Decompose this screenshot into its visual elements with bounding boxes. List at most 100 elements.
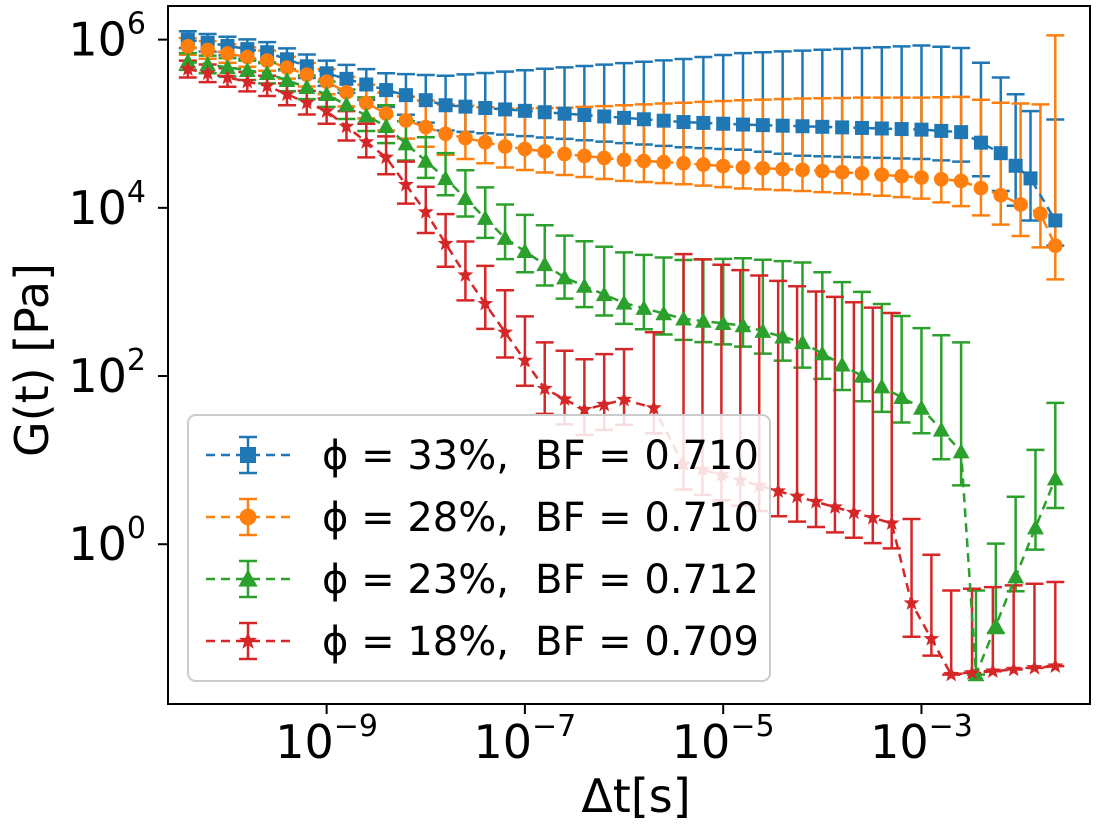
data-point-1-16 bbox=[497, 139, 513, 154]
data-point-3-39 bbox=[964, 664, 980, 680]
data-point-2-31 bbox=[794, 333, 811, 350]
y-tick-base: 10 bbox=[68, 181, 127, 235]
data-point-0-41 bbox=[993, 146, 1008, 161]
data-point-1-34 bbox=[854, 166, 870, 181]
data-point-0-29 bbox=[755, 118, 770, 133]
legend-marker bbox=[238, 631, 258, 649]
data-point-2-1 bbox=[199, 56, 217, 72]
y-tick-exponent: 2 bbox=[127, 343, 146, 378]
data-point-2-7 bbox=[318, 85, 336, 102]
data-point-0-17 bbox=[517, 103, 532, 118]
errorbar-1-40 bbox=[971, 98, 990, 217]
data-point-3-34 bbox=[864, 509, 881, 525]
data-point-2-36 bbox=[893, 388, 911, 405]
data-point-3-3 bbox=[239, 73, 256, 89]
x-tick-label: 10−5 bbox=[672, 709, 775, 769]
data-point-1-25 bbox=[676, 155, 691, 171]
data-point-0-42 bbox=[1008, 158, 1023, 173]
errorbar-2-18 bbox=[535, 223, 554, 287]
data-point-1-41 bbox=[993, 187, 1009, 203]
y-tick-label: 106 bbox=[68, 7, 146, 67]
data-point-3-5 bbox=[279, 85, 295, 102]
data-point-1-6 bbox=[299, 67, 315, 83]
data-point-1-23 bbox=[636, 153, 652, 169]
data-point-1-13 bbox=[438, 126, 453, 142]
legend-entry-1: ϕ = 28%, BF = 0.710 bbox=[206, 495, 759, 541]
data-point-0-39 bbox=[954, 125, 969, 140]
errorbar-3-17 bbox=[515, 315, 534, 387]
errorbar-2-24 bbox=[654, 256, 673, 336]
x-tick-exponent: −3 bbox=[929, 709, 973, 744]
data-point-2-40 bbox=[967, 666, 985, 682]
data-point-2-23 bbox=[635, 299, 653, 315]
data-point-2-0 bbox=[179, 53, 197, 69]
y-tick-label: 102 bbox=[68, 343, 146, 403]
y-tick-base: 10 bbox=[68, 13, 127, 67]
errorbar-2-30 bbox=[773, 259, 792, 362]
data-point-1-1 bbox=[200, 42, 216, 58]
errorbar-2-38 bbox=[932, 333, 951, 461]
data-point-2-6 bbox=[298, 78, 316, 95]
data-point-0-37 bbox=[914, 122, 929, 137]
data-point-2-24 bbox=[655, 305, 673, 321]
plot-frame bbox=[167, 5, 1091, 705]
data-point-2-4 bbox=[258, 64, 276, 80]
y-tick-exponent: 4 bbox=[127, 175, 146, 210]
data-point-0-26 bbox=[696, 115, 711, 130]
data-point-3-31 bbox=[808, 493, 824, 509]
data-point-1-19 bbox=[557, 146, 572, 162]
data-point-2-9 bbox=[357, 107, 375, 123]
y-axis-label: G(t) [Pa] bbox=[5, 263, 59, 457]
data-point-0-30 bbox=[775, 118, 790, 133]
data-point-2-17 bbox=[516, 242, 534, 259]
data-point-3-2 bbox=[219, 69, 236, 85]
data-point-2-28 bbox=[734, 317, 752, 333]
data-point-0-8 bbox=[339, 71, 354, 86]
legend-label-bf: BF = 0.710 bbox=[535, 495, 759, 541]
errorbar-2-22 bbox=[615, 251, 634, 326]
data-point-2-37 bbox=[913, 399, 930, 415]
x-tick-exponent: −9 bbox=[334, 709, 378, 744]
data-point-1-4 bbox=[259, 53, 275, 69]
data-point-0-40 bbox=[973, 135, 988, 150]
data-point-0-34 bbox=[854, 120, 869, 135]
data-point-2-32 bbox=[813, 345, 831, 361]
data-point-0-38 bbox=[934, 123, 949, 138]
data-point-1-42 bbox=[1013, 197, 1028, 212]
data-point-3-32 bbox=[827, 498, 843, 514]
data-point-3-36 bbox=[903, 594, 920, 610]
data-point-0-22 bbox=[617, 110, 632, 125]
errorbar-3-18 bbox=[535, 341, 554, 416]
data-point-2-16 bbox=[496, 229, 514, 245]
data-point-2-34 bbox=[853, 367, 871, 383]
data-point-0-12 bbox=[418, 93, 433, 108]
data-point-3-8 bbox=[338, 118, 355, 134]
data-point-2-15 bbox=[476, 209, 494, 225]
errorbar-3-31 bbox=[807, 290, 826, 529]
data-point-2-41 bbox=[987, 617, 1005, 633]
data-point-0-35 bbox=[874, 121, 889, 136]
errorbar-3-35 bbox=[882, 311, 901, 550]
data-point-1-35 bbox=[874, 167, 890, 183]
data-point-1-7 bbox=[319, 74, 334, 90]
data-point-2-38 bbox=[932, 421, 950, 437]
data-point-1-38 bbox=[933, 171, 949, 187]
data-point-3-9 bbox=[358, 133, 375, 149]
errorbar-2-35 bbox=[872, 302, 891, 414]
legend-label-bf: BF = 0.710 bbox=[535, 433, 759, 479]
data-point-0-27 bbox=[716, 116, 731, 131]
data-point-1-30 bbox=[775, 161, 791, 177]
data-point-1-44 bbox=[1047, 238, 1063, 254]
data-point-2-8 bbox=[338, 96, 355, 112]
errorbar-2-19 bbox=[555, 234, 574, 300]
data-point-3-7 bbox=[318, 102, 335, 118]
data-point-3-6 bbox=[298, 94, 315, 110]
data-point-0-31 bbox=[795, 119, 810, 134]
data-point-2-11 bbox=[397, 135, 415, 151]
errorbar-2-36 bbox=[892, 314, 911, 424]
data-point-1-22 bbox=[616, 152, 632, 168]
data-point-3-4 bbox=[259, 77, 276, 93]
data-point-1-26 bbox=[696, 157, 711, 173]
